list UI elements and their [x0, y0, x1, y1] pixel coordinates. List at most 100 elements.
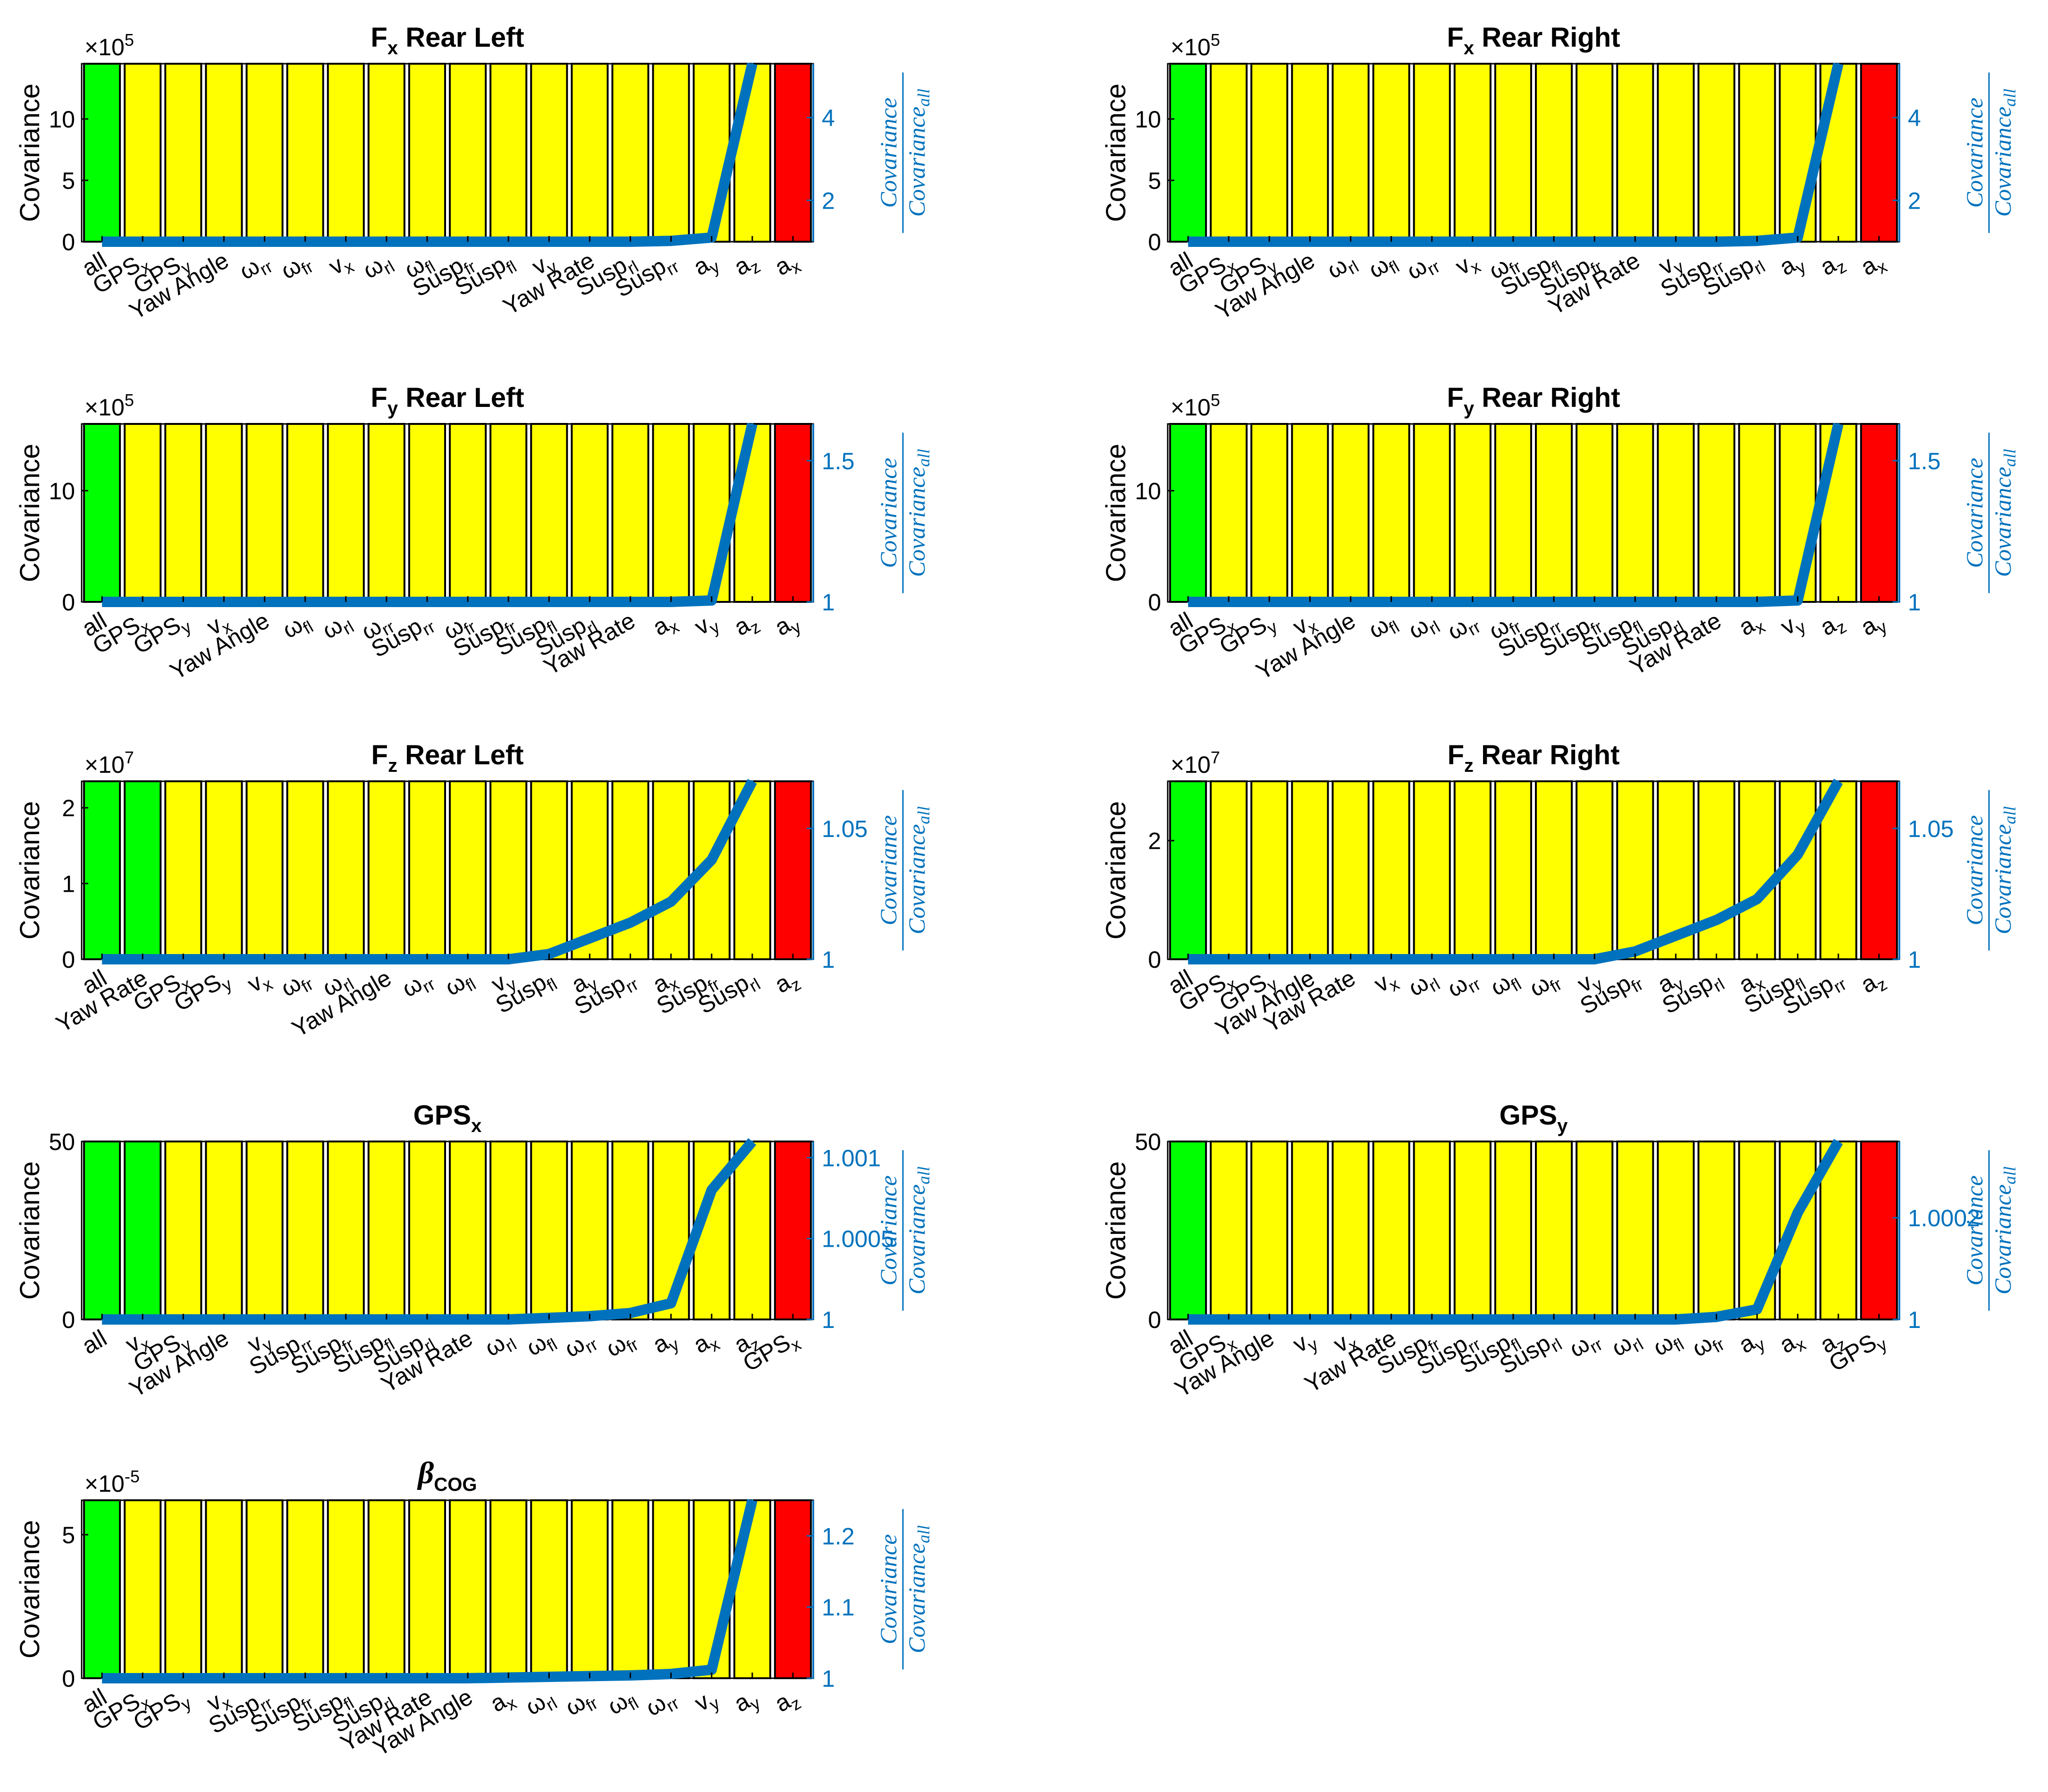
ratio-point	[670, 1302, 672, 1304]
x-tick-label: GPSy	[1824, 1325, 1890, 1380]
left-axis: 0 1 2	[62, 795, 88, 973]
bar	[1697, 63, 1736, 243]
right-axis: 1 1.5 Covariance Covarianceall	[807, 424, 933, 616]
right-axis-label: Covariance Covarianceall	[1961, 432, 2019, 593]
left-axis: 0 50	[49, 1129, 88, 1333]
bar	[327, 63, 365, 243]
x-tick-label: all	[77, 1325, 111, 1360]
x-tick-label: vx	[1370, 964, 1403, 1001]
x-tick-label: ωrr	[235, 247, 276, 288]
axis-multiplier: ×105	[84, 390, 134, 421]
bar	[652, 423, 690, 603]
bar	[205, 423, 243, 603]
x-tick-label: ay	[1734, 1325, 1768, 1362]
bar	[1616, 780, 1654, 960]
bar	[1169, 423, 1207, 603]
bar	[164, 63, 202, 243]
left-axis: 0 10	[1135, 478, 1174, 616]
bars	[1169, 1141, 1898, 1320]
bar	[571, 1141, 609, 1320]
bar	[774, 780, 812, 960]
bar	[1372, 780, 1410, 960]
bar	[1616, 63, 1654, 243]
left-axis-label: Covariance	[15, 444, 45, 582]
bar	[1616, 1141, 1654, 1320]
bar	[327, 780, 365, 960]
ratio-point	[710, 859, 713, 861]
ratio-denominator: Covarianceall	[903, 1166, 933, 1294]
ratio-point	[751, 1141, 753, 1142]
chart-panel-5: 0 1 2 Covariance ×107 Fz Rear Left 1 1.05 Covari…	[15, 740, 933, 1042]
x-tick-label: az	[1816, 247, 1850, 284]
right-axis: 1 1.5 Covariance Covarianceall	[1893, 424, 2019, 616]
right-tick-label: 1.5	[822, 448, 855, 474]
axis-multiplier: ×105	[1171, 30, 1220, 60]
bar	[611, 423, 649, 603]
x-tick-label: GPSy	[169, 964, 236, 1020]
bar	[1738, 63, 1776, 243]
x-tick-label: ax	[1734, 607, 1768, 644]
panel-title: Fz Rear Right	[1448, 740, 1620, 776]
left-axis: 05	[62, 1522, 88, 1692]
x-tick-label: ωrr	[1565, 1325, 1606, 1366]
panel-title: GPSy	[1500, 1100, 1568, 1136]
bar	[286, 780, 324, 960]
bar	[245, 1141, 284, 1320]
bar	[245, 63, 284, 243]
x-tick-label: Susprl	[693, 964, 764, 1023]
x-tick-label: ωfr	[276, 964, 316, 1006]
bar	[245, 423, 284, 603]
bar	[1697, 1141, 1736, 1320]
right-axis: 2 4 Covariance Covarianceall	[1893, 64, 2019, 242]
bar	[1210, 780, 1248, 960]
x-tick-label: ay	[648, 1325, 682, 1362]
x-tick-label: vy	[1776, 607, 1809, 644]
bar	[489, 63, 528, 243]
left-tick-label: 0	[62, 229, 75, 255]
bar	[489, 423, 528, 603]
left-tick-label: 0	[1148, 229, 1161, 255]
x-tick-label: ωrr	[1402, 247, 1443, 288]
bar	[1860, 780, 1898, 960]
bar	[286, 63, 324, 243]
bar	[367, 63, 405, 243]
left-tick-label: 10	[1135, 478, 1161, 504]
left-tick-label: 0	[62, 1307, 75, 1333]
ratio-point	[751, 1499, 753, 1501]
left-tick-label: 0	[1148, 1307, 1161, 1333]
left-tick-label: 0	[1148, 589, 1161, 616]
x-tick-label: vx	[1451, 247, 1484, 284]
x-tick-label: Susprr	[367, 607, 438, 666]
bar	[1535, 780, 1573, 960]
right-axis: 1 1.1 1.2 Covariance Covarianceall	[807, 1500, 933, 1692]
left-tick-label: 5	[1148, 168, 1161, 194]
bar	[124, 423, 162, 603]
bar	[1535, 63, 1573, 243]
bar	[449, 423, 487, 603]
bar	[692, 63, 731, 243]
ratio-numerator: Covariance	[1961, 98, 1988, 208]
left-axis: 0 5 10	[1135, 106, 1174, 255]
right-tick-label: 1	[822, 589, 835, 616]
bar	[1250, 780, 1289, 960]
ratio-point	[751, 423, 753, 425]
x-tick-label: ax	[1775, 1325, 1809, 1362]
bar	[1535, 1141, 1573, 1320]
x-tick-label: ωfl	[1364, 247, 1403, 287]
left-axis-label: Covariance	[15, 84, 45, 222]
ratio-denominator: Covarianceall	[903, 449, 933, 577]
bars	[83, 780, 812, 960]
bar	[83, 63, 121, 243]
axis-multiplier: ×107	[1171, 748, 1220, 778]
bar	[1657, 1141, 1695, 1320]
bar	[1819, 423, 1857, 603]
bar	[692, 423, 731, 603]
bar	[1372, 1141, 1410, 1320]
bar	[1210, 423, 1248, 603]
